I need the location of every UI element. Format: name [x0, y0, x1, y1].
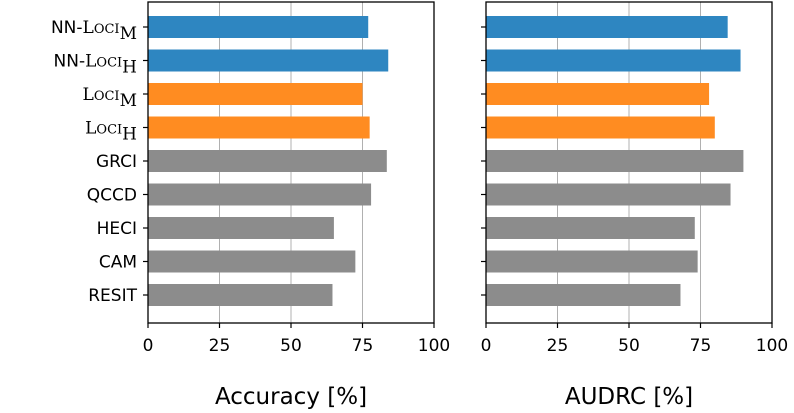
- bar: [148, 83, 363, 105]
- bar: [148, 150, 387, 172]
- category-label: LOCIM: [83, 85, 137, 111]
- category-label: NN-LOCIH: [54, 52, 137, 78]
- bar: [486, 116, 715, 139]
- category-label: LOCIH: [85, 119, 137, 145]
- x-tick-label: 75: [690, 336, 712, 356]
- x-tick-label: 0: [481, 336, 492, 356]
- bar: [148, 250, 356, 273]
- bar: [486, 250, 698, 273]
- category-label: RESIT: [88, 286, 137, 306]
- category-label: GRCI: [96, 152, 137, 172]
- x-axis-title: AUDRC [%]: [565, 384, 693, 410]
- category-labels: NN-LOCIM NN-LOCIH LOCIM LOCIH GRCI QCCD HECI CA…: [51, 18, 138, 306]
- bar: [486, 83, 710, 105]
- bar: [486, 284, 681, 306]
- category-label: QCCD: [87, 186, 137, 206]
- x-tick-label: 25: [547, 336, 569, 356]
- bar: [148, 284, 333, 306]
- bar: [148, 16, 369, 38]
- x-tick-label: 25: [209, 336, 231, 356]
- bar: [486, 16, 728, 38]
- bar: [486, 49, 741, 72]
- bar: [486, 150, 744, 172]
- x-tick-label: 50: [280, 336, 302, 356]
- bar: [148, 49, 389, 72]
- x-tick-label: 100: [756, 336, 788, 356]
- bar: [148, 217, 334, 239]
- bar: [148, 116, 370, 139]
- category-label: CAM: [99, 253, 137, 273]
- accuracy-panel: 0 25 50 75 100 Accuracy [%]: [143, 1, 450, 410]
- x-tick-label: 100: [418, 336, 450, 356]
- category-label: HECI: [97, 219, 137, 239]
- x-tick-label: 75: [352, 336, 374, 356]
- bar: [486, 217, 695, 239]
- audrc-panel: 0 25 50 75 100 AUDRC [%]: [481, 1, 788, 410]
- x-tick-label: 0: [143, 336, 154, 356]
- x-axis-title: Accuracy [%]: [215, 384, 367, 410]
- x-tick-label: 50: [618, 336, 640, 356]
- category-label: NN-LOCIM: [51, 18, 137, 44]
- bar: [148, 183, 372, 206]
- bar: [486, 183, 731, 206]
